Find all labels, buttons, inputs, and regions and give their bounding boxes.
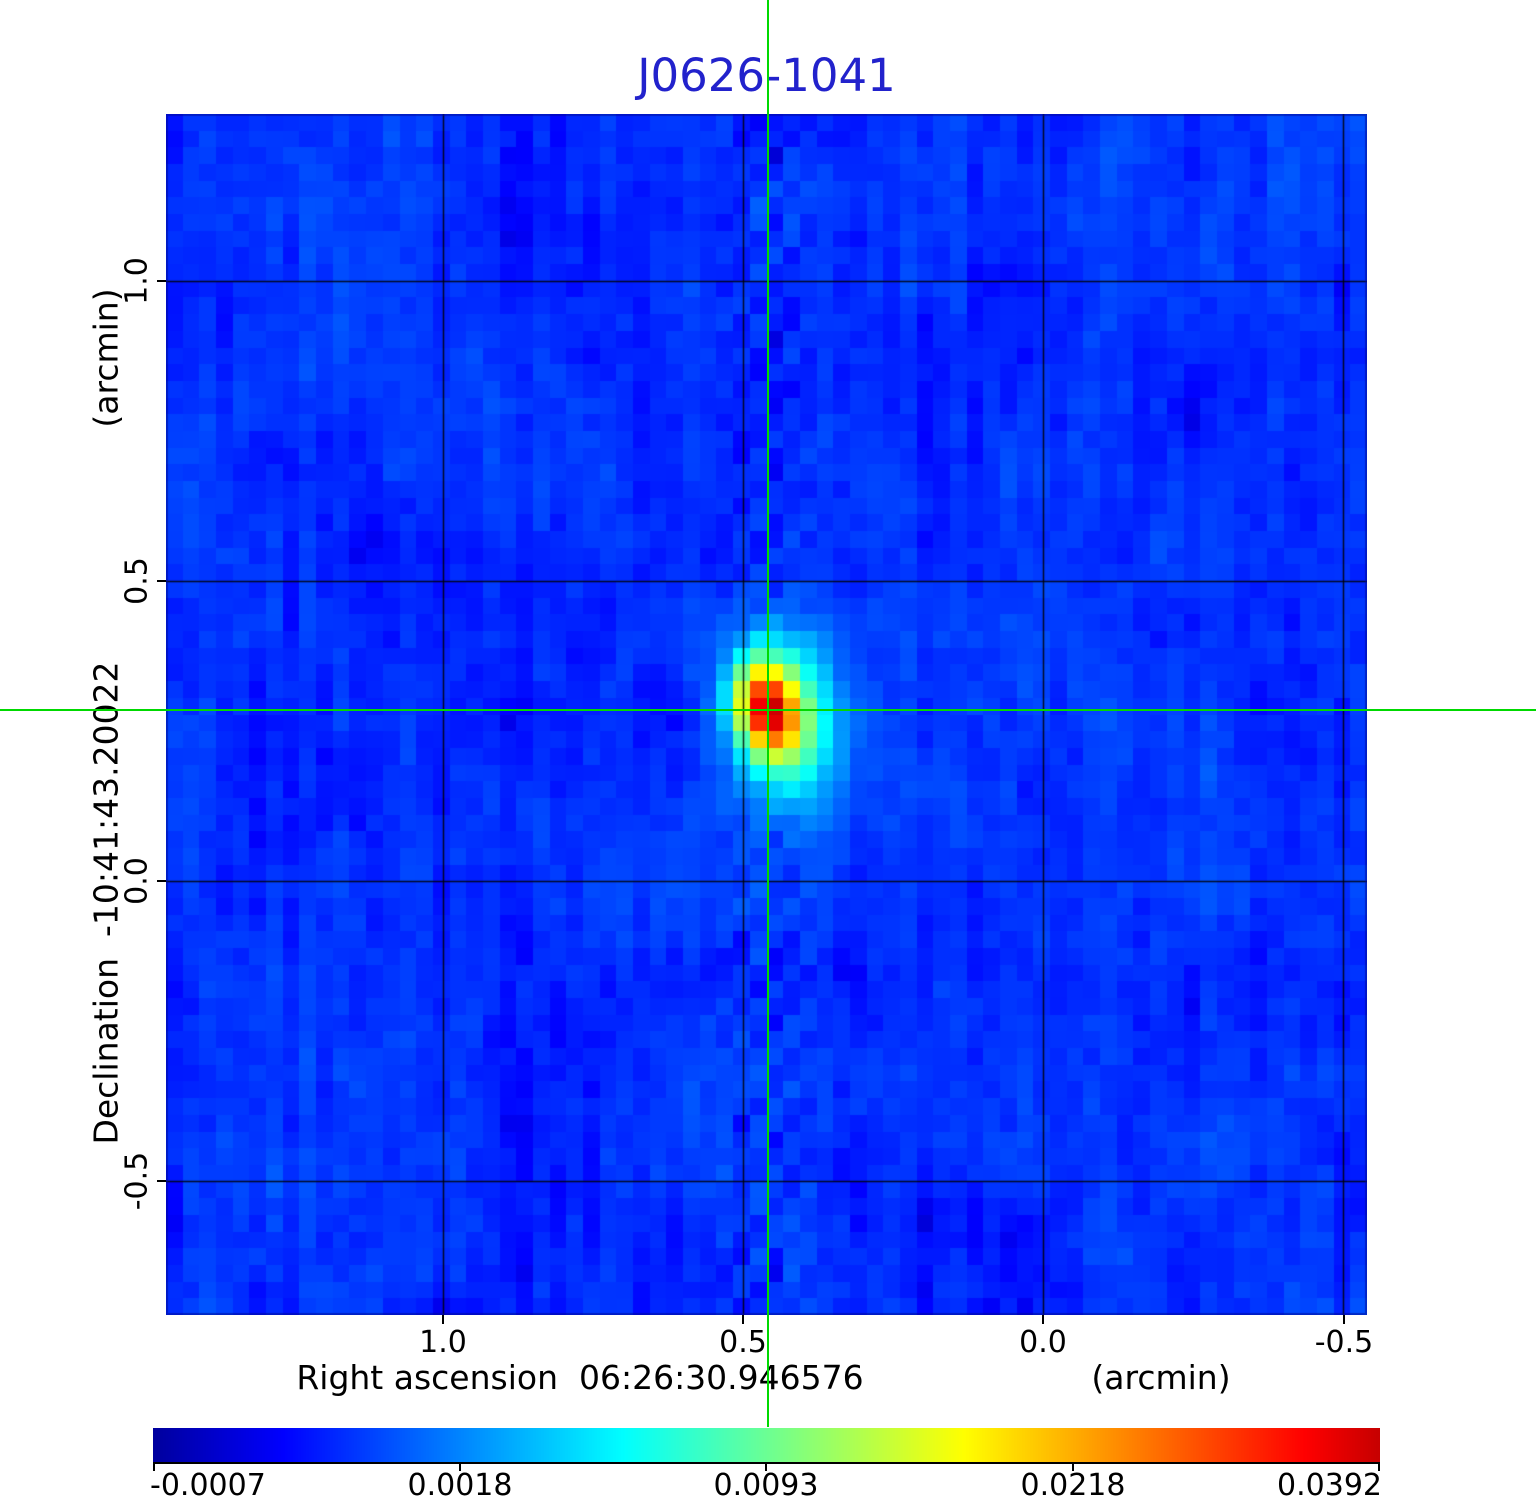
colorbar-tick: [765, 1464, 767, 1471]
colorbar-tick: [459, 1464, 461, 1471]
colorbar-label: 0.0392: [1277, 1468, 1382, 1500]
plot-title: J0626-1041: [637, 49, 896, 102]
colorbar-tick: [153, 1464, 155, 1471]
crosshair-vertical-line: [767, 0, 769, 1427]
colorbar-tick: [1072, 1464, 1074, 1471]
x-axis-unit-label: (arcmin): [1091, 1358, 1231, 1397]
x-tick-label: -0.5: [1314, 1325, 1374, 1360]
crosshair-horizontal-line: [0, 709, 1536, 711]
colorbar-label: -0.0007: [150, 1468, 266, 1500]
colorbar-label: 0.0018: [407, 1468, 513, 1500]
x-axis-tick: [1042, 1315, 1044, 1324]
y-axis-tick: [157, 280, 166, 282]
x-axis-label: Right ascension 06:26:30.946576: [296, 1358, 864, 1397]
x-tick-label: 1.0: [419, 1325, 467, 1360]
y-axis-unit-label: (arcmin): [86, 288, 126, 428]
x-tick-label: 0.5: [719, 1325, 767, 1360]
x-axis-tick: [1343, 1315, 1345, 1324]
colorbar-canvas: [153, 1428, 1380, 1464]
y-tick-label: -0.5: [119, 1151, 155, 1211]
colorbar-label: 0.0093: [713, 1468, 819, 1500]
heatmap-canvas: [166, 114, 1367, 1315]
colorbar-label: 0.0218: [1020, 1468, 1126, 1500]
y-axis-tick: [157, 1180, 166, 1182]
colorbar-tick: [1378, 1464, 1380, 1471]
y-tick-label: 0.5: [119, 557, 155, 605]
x-axis-tick: [442, 1315, 444, 1324]
x-axis-tick: [742, 1315, 744, 1324]
y-axis-label: Declination -10:41:43.20022: [86, 661, 126, 1145]
y-axis-tick: [157, 880, 166, 882]
x-tick-label: 0.0: [1019, 1325, 1067, 1360]
y-axis-tick: [157, 580, 166, 582]
